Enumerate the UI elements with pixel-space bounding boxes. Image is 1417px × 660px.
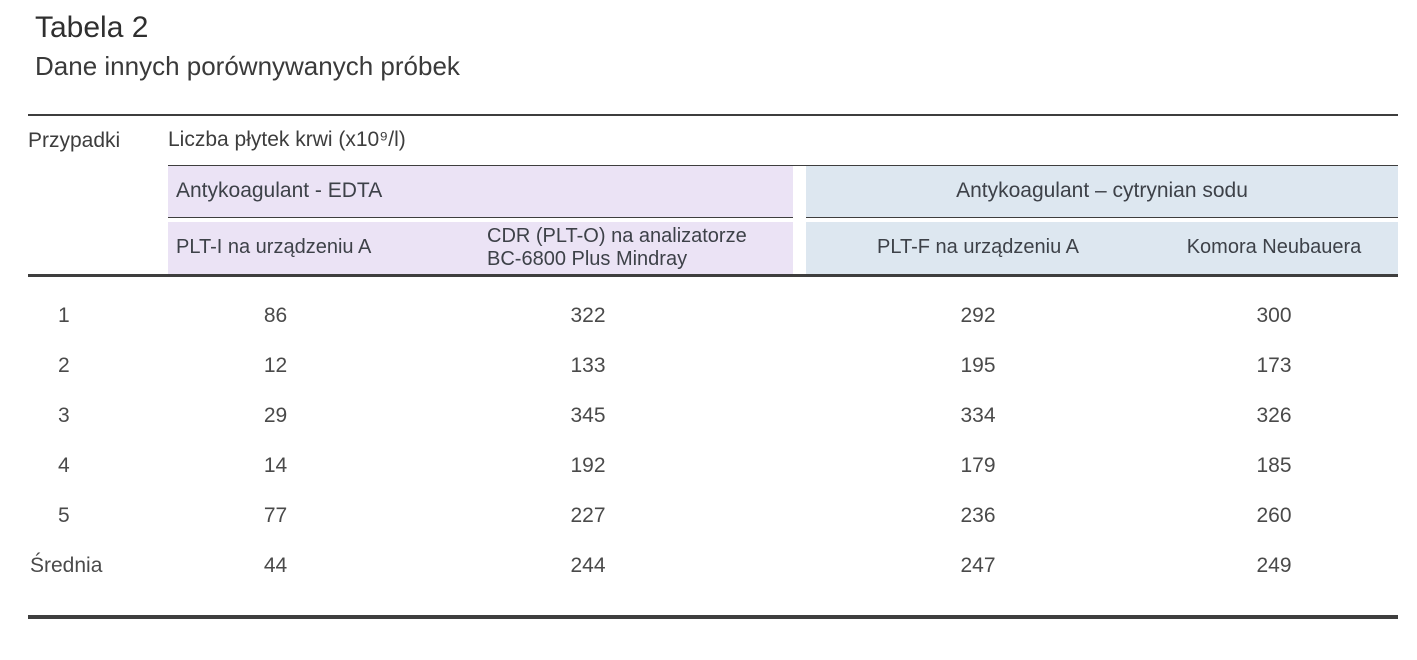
group-gap (793, 165, 806, 217)
col-header-przypadki: Przypadki (28, 114, 168, 165)
subheader-row: PLT-I na urządzeniu A CDR (PLT-O) na ana… (28, 222, 1398, 277)
value-cell: 192 (570, 454, 606, 477)
value-cell: 133 (570, 354, 606, 377)
group-gap (793, 391, 806, 441)
value-cell: 12 (263, 354, 288, 377)
value-cell: 236 (960, 504, 996, 527)
col-header-komora-neubauera: Komora Neubauera (1150, 222, 1398, 277)
value-cell: 334 (960, 404, 996, 427)
value-cell: 14 (263, 454, 288, 477)
case-cell: 5 (58, 504, 70, 527)
col-header-cdr-plt-o: CDR (PLT-O) na analizatorze BC-6800 Plus… (383, 222, 793, 277)
value-cell: 249 (1256, 554, 1292, 577)
table-row: 4 14 192 179 185 (28, 441, 1398, 491)
value-cell: 173 (1256, 354, 1292, 377)
value-cell: 185 (1256, 454, 1292, 477)
col-header-liczba-plytek: Liczba płytek krwi (x10⁹/l) (168, 114, 1398, 166)
value-cell: 345 (570, 404, 606, 427)
group-gap (793, 341, 806, 391)
group-gap (793, 491, 806, 541)
value-cell: 260 (1256, 504, 1292, 527)
spacer-row (28, 591, 1398, 617)
spacer-row (28, 275, 1398, 291)
group-header-edta: Antykoagulant - EDTA (168, 165, 793, 218)
spacer-cell (28, 222, 168, 277)
header-row: Przypadki Liczba płytek krwi (x10⁹/l) (28, 114, 1398, 166)
group-header-row: Antykoagulant - EDTA Antykoagulant – cyt… (28, 165, 1398, 218)
case-cell: 3 (58, 404, 70, 427)
group-gap (793, 222, 806, 277)
table-subtitle: Dane innych porównywanych próbek (35, 51, 460, 81)
value-cell: 292 (960, 304, 996, 327)
value-cell: 322 (570, 304, 606, 327)
value-cell: 244 (570, 554, 606, 577)
case-cell: 4 (58, 454, 70, 477)
value-cell: 247 (960, 554, 996, 577)
data-table: Przypadki Liczba płytek krwi (x10⁹/l) An… (28, 114, 1398, 619)
value-cell: 29 (263, 404, 288, 427)
group-header-cytrynian-sodu: Antykoagulant – cytrynian sodu (806, 165, 1398, 218)
group-gap (793, 541, 806, 591)
table-row: 5 77 227 236 260 (28, 491, 1398, 541)
value-cell: 179 (960, 454, 996, 477)
case-cell: 1 (58, 304, 70, 327)
value-cell: 195 (960, 354, 996, 377)
table-body: 1 86 322 292 300 2 12 133 195 173 3 29 345 334 326 4 14 1… (28, 291, 1398, 591)
col-header-plt-i: PLT-I na urządzeniu A (168, 222, 383, 277)
table-title: Tabela 2 (35, 11, 149, 44)
value-cell: 44 (263, 554, 288, 577)
table-row: Średnia 44 244 247 249 (28, 541, 1398, 591)
value-cell: 300 (1256, 304, 1292, 327)
table-row: 1 86 322 292 300 (28, 291, 1398, 341)
table-row: 2 12 133 195 173 (28, 341, 1398, 391)
spacer-cell (28, 165, 168, 217)
group-gap (793, 291, 806, 341)
table-row: 3 29 345 334 326 (28, 391, 1398, 441)
table-caption: Tabela 2 Dane innych porównywanych próbe… (0, 0, 1417, 84)
col-header-plt-f: PLT-F na urządzeniu A (806, 222, 1150, 277)
case-cell: Średnia (30, 554, 103, 577)
value-cell: 86 (263, 304, 288, 327)
value-cell: 77 (263, 504, 288, 527)
value-cell: 326 (1256, 404, 1292, 427)
case-cell: 2 (58, 354, 70, 377)
group-gap (793, 441, 806, 491)
value-cell: 227 (570, 504, 606, 527)
